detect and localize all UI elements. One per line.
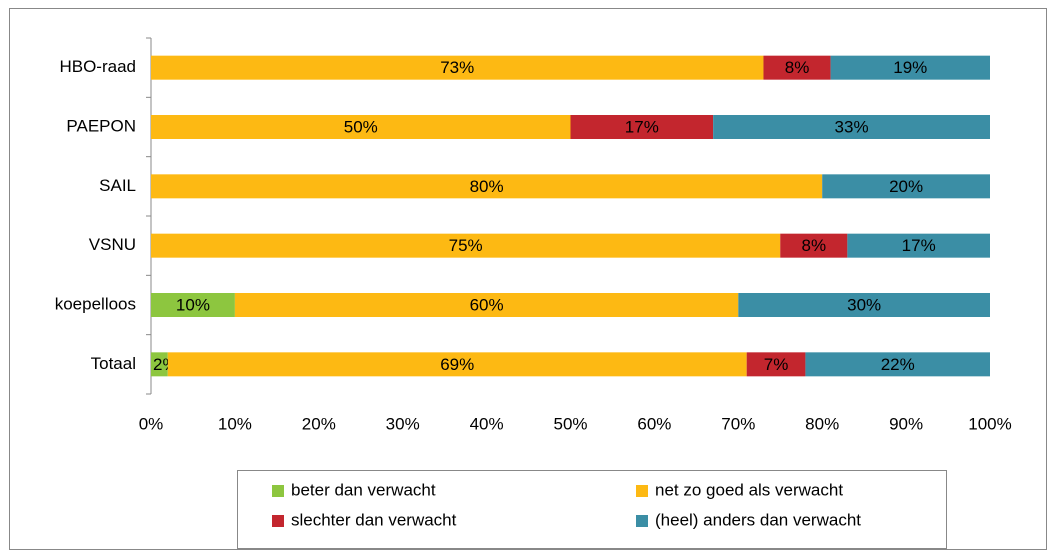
data-label: 7% [764, 355, 789, 374]
data-label: 60% [470, 295, 504, 314]
data-label: 22% [881, 355, 915, 374]
x-tick-label: 100% [968, 414, 1011, 433]
data-label: 8% [785, 58, 810, 77]
legend-swatch [272, 485, 284, 497]
legend-label: net zo goed als verwacht [655, 480, 843, 499]
y-tick-label: SAIL [99, 176, 136, 195]
y-tick-label: VSNU [89, 235, 136, 254]
x-tick-label: 30% [386, 414, 420, 433]
data-label: 50% [344, 117, 378, 136]
bar-segment [830, 55, 990, 80]
y-tick-label: koepelloos [55, 294, 136, 313]
bar-segment [746, 352, 806, 377]
bar-segment [738, 293, 990, 317]
bar-segment [151, 233, 781, 258]
legend-label: slechter dan verwacht [291, 510, 457, 529]
x-tick-label: 90% [889, 414, 923, 433]
bar-segment [151, 293, 235, 317]
y-tick-label: PAEPON [66, 116, 136, 135]
x-tick-label: 20% [302, 414, 336, 433]
bar-segment [805, 352, 990, 377]
data-label: 10% [176, 295, 210, 314]
legend-swatch [272, 515, 284, 527]
bar-segment [780, 233, 848, 258]
bar-segment [151, 174, 823, 199]
bar-segment [763, 55, 831, 80]
data-label: 8% [802, 236, 827, 255]
bar-segment [570, 115, 714, 139]
legend-box [237, 470, 947, 549]
data-label: 19% [893, 58, 927, 77]
bar-segment [151, 352, 168, 377]
y-tick-label: HBO-raad [59, 57, 136, 76]
x-tick-label: 0% [139, 414, 164, 433]
bar-segment [167, 352, 747, 377]
x-tick-label: 80% [805, 414, 839, 433]
legend-swatch [636, 515, 648, 527]
data-label: 75% [449, 236, 483, 255]
data-label: 33% [835, 117, 869, 136]
x-tick-label: 60% [637, 414, 671, 433]
x-tick-label: 70% [721, 414, 755, 433]
data-label: 30% [847, 295, 881, 314]
x-tick-label: 40% [470, 414, 504, 433]
bar-segment [234, 293, 739, 317]
legend-swatch [636, 485, 648, 497]
data-label: 20% [889, 177, 923, 196]
chart-border [9, 8, 1047, 550]
x-tick-label: 50% [553, 414, 587, 433]
bar-segment [822, 174, 990, 199]
data-label: 73% [440, 58, 474, 77]
bar-segment [847, 233, 990, 258]
data-label: 17% [625, 117, 659, 136]
data-label: 17% [902, 236, 936, 255]
data-label: 69% [440, 355, 474, 374]
legend-label: beter dan verwacht [291, 480, 436, 499]
x-tick-label: 10% [218, 414, 252, 433]
data-label: 80% [470, 177, 504, 196]
y-tick-label: Totaal [91, 354, 136, 373]
bar-segment [713, 115, 990, 139]
bar-segment [151, 115, 571, 139]
bar-segment [151, 55, 764, 80]
legend-label: (heel) anders dan verwacht [655, 510, 861, 529]
